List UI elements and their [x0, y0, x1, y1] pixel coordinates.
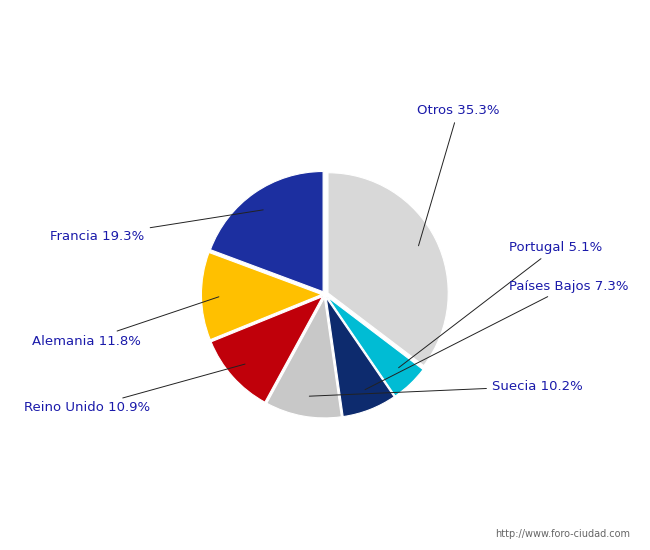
Text: Francia 19.3%: Francia 19.3% — [51, 210, 263, 243]
Text: Portugal 5.1%: Portugal 5.1% — [398, 241, 602, 368]
Wedge shape — [326, 298, 394, 416]
Wedge shape — [266, 298, 341, 418]
Text: Alemania 11.8%: Alemania 11.8% — [32, 297, 219, 348]
Text: Otros 35.3%: Otros 35.3% — [417, 104, 499, 246]
Text: http://www.foro-ciudad.com: http://www.foro-ciudad.com — [495, 529, 630, 539]
Text: Coria del Río  -  Turistas extranjeros según país  -  Agosto de 2024: Coria del Río - Turistas extranjeros seg… — [83, 15, 567, 31]
Wedge shape — [328, 297, 423, 396]
Wedge shape — [328, 173, 448, 366]
Text: Suecia 10.2%: Suecia 10.2% — [309, 380, 582, 396]
Text: Reino Unido 10.9%: Reino Unido 10.9% — [23, 364, 245, 415]
Text: Países Bajos 7.3%: Países Bajos 7.3% — [365, 279, 628, 389]
Wedge shape — [202, 252, 322, 340]
Wedge shape — [211, 172, 323, 292]
Wedge shape — [211, 296, 322, 402]
